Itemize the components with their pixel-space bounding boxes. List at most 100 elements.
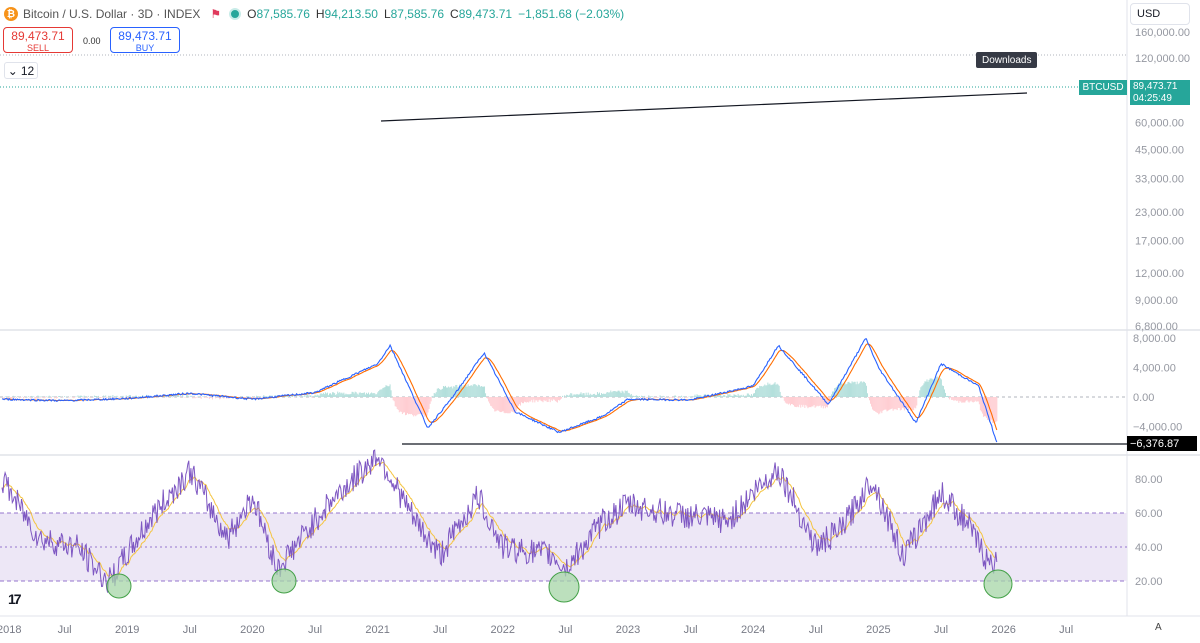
last-price-tag[interactable]: 89,473.71 04:25:49 <box>1130 80 1190 105</box>
macd-hist-bar <box>187 395 189 397</box>
macd-hist-bar <box>722 396 724 397</box>
macd-hist-bar <box>72 397 74 398</box>
time-axis-label: 2019 <box>115 624 139 636</box>
currency-select[interactable]: USD <box>1130 3 1190 25</box>
oversold-circle-2025[interactable] <box>983 569 1013 599</box>
macd-hist-bar <box>486 397 488 398</box>
macd-hist-bar <box>899 397 901 411</box>
macd-hist-bar <box>7 397 9 399</box>
price-axis[interactable]: 160,000.00 120,000.00 60,000.00 45,000.00 33… <box>1135 27 1190 333</box>
macd-hist-bar <box>713 395 715 397</box>
macd-hist-bar <box>481 386 483 397</box>
macd-hist-bar <box>903 397 905 411</box>
auto-scale-button[interactable]: A <box>1155 622 1162 633</box>
macd-level-value: −6,376.87 <box>1130 437 1180 450</box>
macd-hist-bar <box>612 391 614 397</box>
buy-button[interactable]: 89,473.71 BUY <box>110 27 180 53</box>
macd-hist-bar <box>52 396 54 397</box>
macd-hist-bar <box>333 392 335 397</box>
macd-hist-bar <box>671 397 673 399</box>
macd-hist-bar <box>889 397 891 410</box>
macd-hist-bar <box>287 395 289 397</box>
macd-hist-bar <box>965 397 967 401</box>
oversold-circle-2020[interactable] <box>271 568 297 594</box>
macd-hist-bar <box>799 397 801 405</box>
macd-hist-bar <box>936 376 938 397</box>
macd-hist-bar <box>98 395 100 397</box>
macd-hist-bar <box>104 397 106 398</box>
macd-hist-bar <box>259 396 261 397</box>
macd-hist-bar <box>873 397 875 411</box>
price-axis-label: 6,800.00 <box>1135 321 1178 333</box>
macd-hist-bar <box>741 396 743 397</box>
oversold-circle-2018[interactable] <box>106 573 132 599</box>
macd-hist-bar <box>570 393 572 397</box>
macd-hist-bar <box>358 392 360 397</box>
macd-hist-bar <box>701 396 703 397</box>
macd-hist-bar <box>599 392 601 397</box>
macd-hist-bar <box>829 397 831 399</box>
macd-hist-bar <box>534 397 536 403</box>
macd-hist-bar <box>502 397 504 412</box>
macd-hist-bar <box>792 397 794 405</box>
macd-level-tag[interactable]: −6,376.87 <box>1127 436 1197 451</box>
macd-hist-bar <box>479 386 481 397</box>
ticker-tag[interactable]: BTCUSD <box>1079 80 1127 95</box>
macd-hist-bar <box>700 395 702 397</box>
macd-hist-bar <box>790 397 792 405</box>
flag-icon[interactable]: ⚑ <box>210 7 222 21</box>
macd-hist-bar <box>450 386 452 397</box>
symbol-title[interactable]: Bitcoin / U.S. Dollar · 3D · INDEX <box>23 7 201 21</box>
macd-hist-bar <box>795 397 797 407</box>
macd-hist-bar <box>983 397 985 417</box>
macd-hist-bar <box>140 396 142 397</box>
macd-hist-bar <box>968 397 970 403</box>
macd-hist-bar <box>73 397 75 399</box>
macd-hist-bar <box>738 395 740 397</box>
macd-hist-bar <box>843 383 845 397</box>
macd-hist-bar <box>495 397 497 412</box>
macd-hist-bar <box>332 392 334 397</box>
macd-hist-bar <box>608 392 610 397</box>
macd-hist-bar <box>396 397 398 410</box>
time-axis-label: Jul <box>308 624 322 636</box>
downloads-tooltip: Downloads <box>976 52 1038 68</box>
resistance-trendline[interactable] <box>380 92 1028 122</box>
macd-hist-bar <box>541 397 543 402</box>
macd-axis[interactable]: 8,000.00 4,000.00 0.00 −4,000.00 <box>1133 333 1182 434</box>
macd-hist-bar <box>197 396 199 397</box>
macd-hist-bar <box>821 397 823 406</box>
indicator-collapse-button[interactable]: ⌄ 12 <box>4 62 38 79</box>
market-status-icon[interactable] <box>229 8 242 20</box>
macd-hist-bar <box>373 393 375 397</box>
macd-hist-bar <box>655 397 657 399</box>
macd-hist-bar <box>503 397 505 413</box>
macd-hist-bar <box>443 386 445 397</box>
macd-hist-bar <box>430 397 432 402</box>
tradingview-logo-icon[interactable]: 17 <box>8 591 22 607</box>
macd-hist-bar <box>631 395 633 397</box>
macd-axis-label: 4,000.00 <box>1133 363 1176 375</box>
macd-hist-bar <box>501 397 503 412</box>
macd-hist-bar <box>555 397 557 402</box>
macd-hist-bar <box>664 397 666 399</box>
time-axis[interactable]: 2018 Jul 2019 Jul 2020 Jul 2021 Jul 2022 Jul 2023 J… <box>0 624 1073 636</box>
macd-hist-bar <box>938 376 940 397</box>
sell-button[interactable]: 89,473.71 SELL <box>3 27 73 53</box>
macd-hist-bar <box>690 396 692 397</box>
oversold-circle-2022[interactable] <box>548 571 580 603</box>
time-axis-label: 2022 <box>491 624 515 636</box>
macd-hist-bar <box>866 393 868 397</box>
macd-hist-bar <box>651 396 653 397</box>
macd-hist-bar <box>595 394 597 397</box>
chevron-down-icon: ⌄ <box>7 63 18 78</box>
macd-hist-bar <box>496 397 498 411</box>
macd-hist-bar <box>731 395 733 397</box>
macd-hist-bar <box>926 379 928 397</box>
macd-hist-bar <box>628 393 630 397</box>
macd-hist-bar <box>842 384 844 397</box>
macd-hist-bar <box>922 385 924 397</box>
macd-hist-bar <box>15 397 17 399</box>
